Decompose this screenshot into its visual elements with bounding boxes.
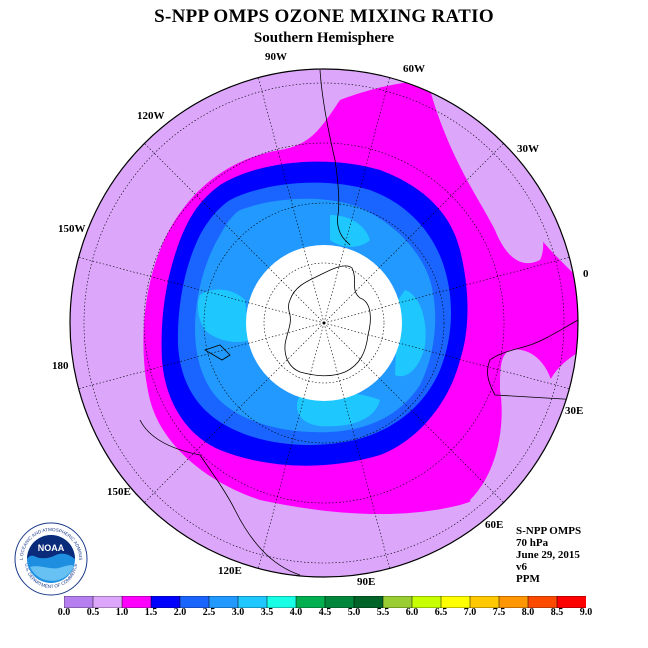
noaa-logo: NATIONAL OCEANIC AND ATMOSPHERIC ADMINIS… <box>14 522 88 596</box>
ozone-patch-light-blue-north <box>330 215 370 247</box>
ozone-lilac-lobe-upper <box>430 90 544 264</box>
lon-label-150e: 150E <box>107 486 131 498</box>
antarctica-coastline <box>284 265 371 377</box>
australia-coastline <box>139 419 301 576</box>
africa-coastline <box>487 319 578 401</box>
info-date: June 29, 2015 <box>516 549 580 561</box>
meridian-line <box>258 322 325 569</box>
colorbar-tick-label: 8.5 <box>550 607 564 618</box>
info-units: PPM <box>516 573 540 585</box>
colorbar-swatch <box>556 596 586 608</box>
colorbar-tick-label: 5.0 <box>347 607 361 618</box>
info-instrument: S-NPP OMPS <box>516 525 582 537</box>
colorbar-tick-label: 2.0 <box>173 607 187 618</box>
colorbar-tick-label: 5.5 <box>376 607 390 618</box>
colorbar-tick-label: 7.5 <box>492 607 506 618</box>
new-zealand-coastline <box>204 344 231 361</box>
lon-label-150w: 150W <box>58 223 86 235</box>
colorbar-tick-label: 1.0 <box>115 607 129 618</box>
colorbar-tick-label: 6.0 <box>405 607 419 618</box>
colorbar-tick-label: 3.0 <box>231 607 245 618</box>
meridian-grid <box>78 77 570 569</box>
lon-label-60w: 60W <box>403 63 425 75</box>
south-america-coastline <box>319 69 351 246</box>
ozone-patch-light-blue-south <box>296 392 380 427</box>
colorbar-tick-label: 3.5 <box>260 607 274 618</box>
meridian-line <box>323 322 570 389</box>
info-pressure: 70 hPa <box>516 537 549 549</box>
colorbar-tick-label: 1.5 <box>144 607 158 618</box>
meridian-line <box>323 257 570 324</box>
chart-subtitle: Southern Hemisphere <box>253 30 395 46</box>
lon-label-60e: 60E <box>485 519 504 531</box>
lon-label-90w: 90W <box>265 51 287 63</box>
ozone-patch-light-blue-west <box>197 289 250 342</box>
meridian-line <box>323 322 390 569</box>
colorbar <box>64 596 586 608</box>
colorbar-tick-label: 9.0 <box>579 607 593 618</box>
meridian-line <box>323 77 390 324</box>
meridian-line <box>78 257 325 324</box>
meridian-line <box>323 322 504 503</box>
lon-label-120e: 120E <box>218 565 242 577</box>
meridian-line <box>144 322 325 503</box>
lon-label-180: 180 <box>52 360 69 372</box>
meridian-line <box>144 143 325 324</box>
colorbar-tick-label: 4.5 <box>318 607 332 618</box>
lon-label-30w: 30W <box>517 143 539 155</box>
meridian-line <box>323 143 504 324</box>
colorbar-tick-label: 7.0 <box>463 607 477 618</box>
lon-label-0: 0 <box>583 268 589 280</box>
lon-label-120w: 120W <box>137 110 165 122</box>
info-version: v6 <box>516 561 527 573</box>
lon-label-90e: 90E <box>357 576 376 588</box>
colorbar-tick-label: 4.0 <box>289 607 303 618</box>
meridian-line <box>258 77 325 324</box>
colorbar-tick-label: 0.5 <box>86 607 100 618</box>
info-block: S-NPP OMPS 70 hPa June 29, 2015 v6 PPM <box>516 525 581 585</box>
logo-text: NOAA <box>38 543 65 553</box>
parallel-grid <box>83 82 565 564</box>
lon-label-30e: 30E <box>565 405 584 417</box>
meridian-line <box>78 322 325 389</box>
colorbar-tick-label: 6.5 <box>434 607 448 618</box>
colorbar-tick-label: 0.0 <box>57 607 71 618</box>
colorbar-tick-label: 8.0 <box>521 607 535 618</box>
pole-marker <box>322 321 326 325</box>
ozone-patch-light-blue-east <box>395 290 426 377</box>
chart-title: S-NPP OMPS OZONE MIXING RATIO <box>154 6 494 27</box>
globe-outline <box>69 68 579 578</box>
colorbar-tick-label: 2.5 <box>202 607 216 618</box>
